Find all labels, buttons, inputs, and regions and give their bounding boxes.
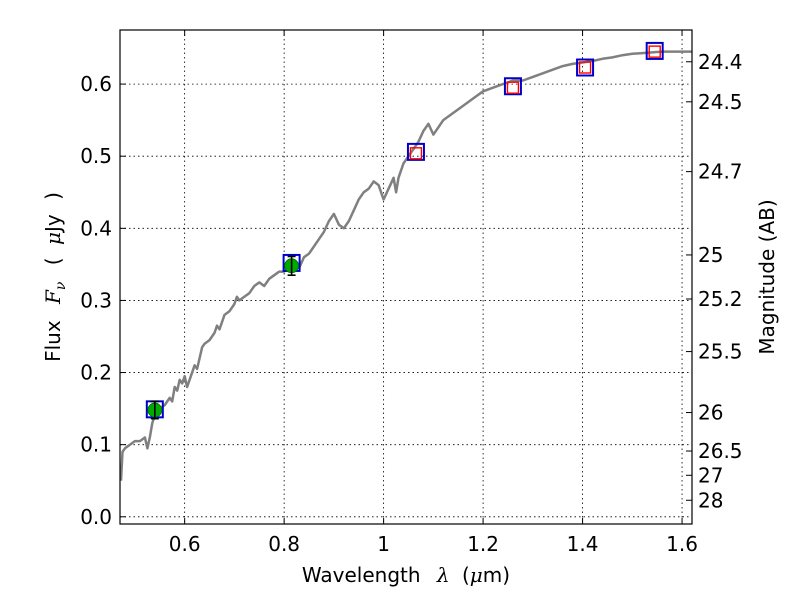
y-tick-label: 0.6 bbox=[80, 72, 112, 96]
upper-limit-square bbox=[578, 61, 592, 74]
x-tick-label: 1.2 bbox=[467, 532, 499, 556]
model-photometry-square bbox=[503, 77, 522, 96]
magnitude-tick-label: 24.4 bbox=[698, 50, 743, 74]
y-tick-label: 0.5 bbox=[80, 144, 112, 168]
magnitude-tick-label: 26 bbox=[698, 401, 723, 425]
magnitude-tick-label: 25.2 bbox=[698, 287, 743, 311]
x-tick-label: 1.4 bbox=[567, 532, 599, 556]
x-label-unit: m) bbox=[483, 563, 510, 587]
y-tick-label: 0.1 bbox=[80, 433, 112, 457]
x-label-mu: μ bbox=[470, 563, 483, 587]
model-photometry-square bbox=[576, 58, 595, 77]
plot-frame bbox=[119, 29, 693, 525]
y-tick-label: 0.0 bbox=[80, 505, 112, 529]
x-tick-label: 1 bbox=[377, 532, 390, 556]
model-photometry-square bbox=[406, 142, 425, 161]
magnitude-tick-label: 26.5 bbox=[698, 439, 743, 463]
magnitude-tick-label: 25 bbox=[698, 243, 723, 267]
axis-ticks: 0.6 0.8 1 1.2 1.4 1.6 0.0 0.1 0.2 0.3 0.4 0.5 0.6 24.… bbox=[80, 30, 743, 556]
y-tick-label: 0.4 bbox=[80, 216, 112, 240]
upper-limit-square bbox=[506, 81, 520, 94]
y-label-subscript: ν bbox=[53, 281, 69, 290]
x-label-symbol: λ bbox=[436, 563, 450, 587]
upper-limit-square bbox=[648, 45, 661, 58]
sed-model-line bbox=[119, 50, 692, 481]
y-tick-label: 0.3 bbox=[80, 288, 112, 312]
series-layer bbox=[119, 41, 692, 481]
y-label-paren-close: ) bbox=[41, 192, 65, 200]
model-photometry-square bbox=[645, 41, 664, 60]
x-tick-label: 0.8 bbox=[268, 532, 300, 556]
x-label-text: Wavelength bbox=[302, 563, 421, 587]
y-label-text: Flux bbox=[41, 320, 65, 362]
magnitude-tick-label: 25.5 bbox=[698, 340, 743, 364]
x-label-paren-open: ( bbox=[462, 563, 470, 587]
grid-lines bbox=[120, 30, 692, 524]
y-axis-label: Flux Fν ( μJy ) bbox=[41, 192, 70, 362]
magnitude-tick-label: 27 bbox=[698, 463, 723, 487]
magnitude-tick-label: 28 bbox=[698, 488, 723, 512]
magnitude-tick-label: 24.7 bbox=[698, 160, 743, 184]
y2-axis-label: Magnitude (AB) bbox=[755, 199, 779, 354]
y-label-mu: μ bbox=[41, 232, 65, 245]
y-tick-label: 0.2 bbox=[80, 361, 112, 385]
upper-limit-square bbox=[409, 147, 423, 160]
x-tick-label: 1.6 bbox=[666, 532, 698, 556]
y-label-paren-open: ( bbox=[41, 257, 65, 265]
y-label-unit: Jy bbox=[41, 214, 65, 234]
y-label-symbol: F bbox=[41, 289, 65, 305]
x-tick-label: 0.6 bbox=[169, 532, 201, 556]
magnitude-tick-label: 24.5 bbox=[698, 90, 743, 114]
x-axis-label: Wavelength λ (μm) bbox=[302, 563, 510, 587]
